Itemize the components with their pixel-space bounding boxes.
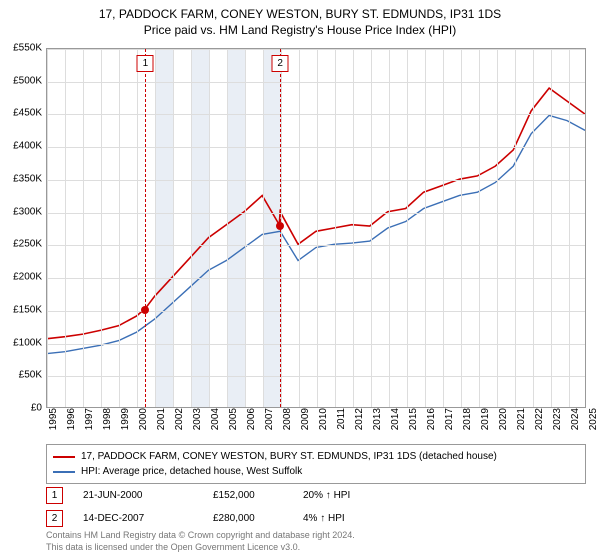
footer-line2: This data is licensed under the Open Gov… bbox=[46, 542, 586, 554]
transaction-price: £152,000 bbox=[213, 490, 283, 501]
transaction-hpi-delta: 20% ↑ HPI bbox=[303, 490, 586, 501]
x-tick-label: 2016 bbox=[420, 408, 437, 430]
legend: 17, PADDOCK FARM, CONEY WESTON, BURY ST.… bbox=[46, 444, 586, 484]
y-tick-label: £500K bbox=[13, 75, 46, 86]
transaction-date: 14-DEC-2007 bbox=[83, 513, 193, 524]
x-tick-label: 2024 bbox=[564, 408, 581, 430]
transaction-date: 21-JUN-2000 bbox=[83, 490, 193, 501]
x-tick-label: 2012 bbox=[348, 408, 365, 430]
footer-line1: Contains HM Land Registry data © Crown c… bbox=[46, 530, 586, 542]
x-tick-label: 2008 bbox=[276, 408, 293, 430]
x-tick-label: 1999 bbox=[114, 408, 131, 430]
y-tick-label: £250K bbox=[13, 239, 46, 250]
x-tick-label: 1996 bbox=[60, 408, 77, 430]
x-tick-label: 2017 bbox=[438, 408, 455, 430]
x-tick-label: 2013 bbox=[366, 408, 383, 430]
x-tick-label: 1997 bbox=[78, 408, 95, 430]
x-tick-label: 2018 bbox=[456, 408, 473, 430]
y-tick-label: £50K bbox=[19, 370, 46, 381]
transaction-row: 2 14-DEC-2007 £280,000 4% ↑ HPI bbox=[46, 507, 586, 530]
chart-title-line1: 17, PADDOCK FARM, CONEY WESTON, BURY ST.… bbox=[0, 6, 600, 22]
x-tick-label: 2009 bbox=[294, 408, 311, 430]
x-tick-label: 2002 bbox=[168, 408, 185, 430]
transaction-hpi-delta: 4% ↑ HPI bbox=[303, 513, 586, 524]
transaction-marker-dot bbox=[276, 222, 284, 230]
chart-title-line2: Price paid vs. HM Land Registry's House … bbox=[0, 22, 600, 38]
x-tick-label: 2015 bbox=[402, 408, 419, 430]
x-tick-label: 2010 bbox=[312, 408, 329, 430]
x-tick-label: 2011 bbox=[330, 408, 347, 430]
transaction-row: 1 21-JUN-2000 £152,000 20% ↑ HPI bbox=[46, 484, 586, 507]
y-tick-label: £100K bbox=[13, 337, 46, 348]
transaction-price: £280,000 bbox=[213, 513, 283, 524]
plot-area: 12 bbox=[46, 48, 586, 408]
footer: Contains HM Land Registry data © Crown c… bbox=[46, 530, 586, 553]
y-tick-label: £0 bbox=[31, 403, 46, 414]
transaction-marker-dot bbox=[141, 306, 149, 314]
x-tick-label: 2022 bbox=[528, 408, 545, 430]
y-tick-label: £350K bbox=[13, 173, 46, 184]
x-tick-label: 2020 bbox=[492, 408, 509, 430]
transaction-index-box: 1 bbox=[46, 487, 63, 504]
y-tick-label: £450K bbox=[13, 108, 46, 119]
y-tick-label: £400K bbox=[13, 141, 46, 152]
legend-row-property: 17, PADDOCK FARM, CONEY WESTON, BURY ST.… bbox=[53, 449, 579, 464]
y-tick-label: £300K bbox=[13, 206, 46, 217]
legend-label-hpi: HPI: Average price, detached house, West… bbox=[81, 464, 302, 479]
transaction-marker-box: 1 bbox=[137, 55, 154, 72]
x-tick-label: 2005 bbox=[222, 408, 239, 430]
x-tick-label: 2021 bbox=[510, 408, 527, 430]
legend-row-hpi: HPI: Average price, detached house, West… bbox=[53, 464, 579, 479]
x-tick-label: 2014 bbox=[384, 408, 401, 430]
legend-swatch-property bbox=[53, 456, 75, 458]
x-tick-label: 2019 bbox=[474, 408, 491, 430]
plot-wrap: 12 1995199619971998199920002001200220032… bbox=[46, 48, 586, 408]
line-series-svg bbox=[47, 49, 585, 407]
x-tick-label: 2004 bbox=[204, 408, 221, 430]
x-tick-label: 2025 bbox=[582, 408, 599, 430]
legend-label-property: 17, PADDOCK FARM, CONEY WESTON, BURY ST.… bbox=[81, 449, 497, 464]
x-tick-label: 2007 bbox=[258, 408, 275, 430]
x-tick-label: 2001 bbox=[150, 408, 167, 430]
transaction-table: 1 21-JUN-2000 £152,000 20% ↑ HPI 2 14-DE… bbox=[46, 484, 586, 530]
transaction-marker-box: 2 bbox=[272, 55, 289, 72]
y-tick-label: £200K bbox=[13, 272, 46, 283]
y-tick-label: £150K bbox=[13, 304, 46, 315]
chart-title-block: 17, PADDOCK FARM, CONEY WESTON, BURY ST.… bbox=[0, 0, 600, 38]
x-tick-label: 1998 bbox=[96, 408, 113, 430]
series-line-hpi bbox=[47, 115, 585, 353]
transaction-index-box: 2 bbox=[46, 510, 63, 527]
y-tick-label: £550K bbox=[13, 43, 46, 54]
legend-swatch-hpi bbox=[53, 471, 75, 473]
x-tick-label: 2000 bbox=[132, 408, 149, 430]
x-tick-label: 2003 bbox=[186, 408, 203, 430]
x-tick-label: 2006 bbox=[240, 408, 257, 430]
x-tick-label: 2023 bbox=[546, 408, 563, 430]
